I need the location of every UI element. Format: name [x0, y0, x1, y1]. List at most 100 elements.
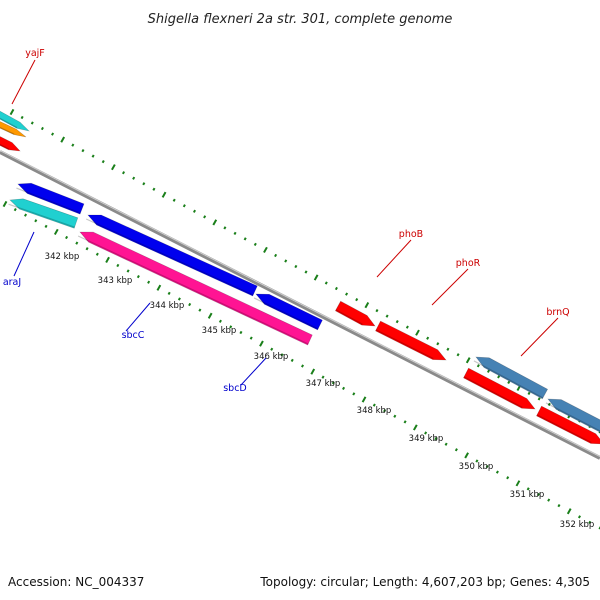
gene-label-leader: [125, 302, 151, 332]
inner-scale-tick: [331, 381, 335, 385]
outer-scale-tick: [345, 292, 349, 296]
inner-scale-tick: [403, 420, 407, 424]
inner-scale-tick: [290, 358, 294, 363]
outer-scale-tick: [91, 154, 95, 158]
outer-scale-tick: [415, 329, 420, 336]
inner-scale-tick: [24, 213, 28, 217]
kbp-label: 351 kbp: [510, 490, 545, 500]
outer-scale-tick: [486, 369, 490, 373]
outer-scale-tick: [152, 187, 156, 191]
gene-arrow-red-lower-1: [463, 367, 536, 410]
outer-scale-tick: [20, 115, 24, 120]
inner-scale-tick: [300, 364, 305, 368]
inner-scale-tick: [136, 274, 140, 279]
inner-scale-tick: [321, 375, 325, 379]
outer-scale-tick: [223, 226, 227, 230]
outer-scale-tick: [436, 342, 440, 346]
inner-scale-tick: [13, 207, 17, 212]
inner-scale-tick: [177, 297, 181, 301]
scale-ticks: [2, 108, 600, 530]
gene-features: [0, 110, 600, 445]
outer-scale-tick: [364, 301, 370, 309]
inner-scale-tick: [383, 409, 387, 413]
gene-arrow-phob-shade: [335, 309, 363, 325]
inner-scale-tick: [434, 436, 438, 441]
gene-label-phor: phoR: [456, 258, 481, 269]
inner-scale-tick: [239, 330, 243, 335]
gene-arrow-sbcd-shade: [253, 297, 319, 330]
inner-scale-tick: [105, 256, 110, 263]
kbp-label: 350 kbp: [459, 462, 494, 472]
gene-label-leader: [11, 59, 36, 105]
kbp-label: 343 kbp: [98, 276, 133, 286]
gene-label-leader: [376, 239, 412, 278]
gene-arrow-araj: [9, 198, 79, 229]
outer-scale-tick: [324, 281, 328, 285]
outer-scale-tick: [334, 286, 338, 291]
inner-scale-tick: [270, 347, 274, 351]
outer-scale-tick: [40, 126, 44, 131]
inner-scale-tick: [95, 252, 99, 256]
inner-scale-tick: [526, 487, 530, 491]
gene-arrow-yajf-shade: [0, 143, 10, 150]
gene-arrow-phob: [334, 300, 376, 327]
outer-scale-tick: [313, 274, 319, 281]
kbp-label: 346 kbp: [254, 352, 289, 362]
gene-arrow-phor: [375, 320, 447, 361]
gene-arrow-yajf: [0, 136, 21, 152]
inner-scale-tick: [126, 269, 130, 273]
inner-scale-tick: [2, 200, 8, 208]
outer-scale-tick: [172, 198, 176, 202]
kbp-scale-labels: 342 kbp 343 kbp 344 kbp 345 kbp 346 kbp 347 k…: [45, 252, 595, 530]
inner-scale-tick: [424, 431, 428, 435]
gene-arrow-red-lower-2-shade: [536, 414, 592, 444]
outer-scale-tick: [122, 171, 126, 175]
gene-label-leader: [431, 268, 469, 306]
inner-scale-tick: [577, 515, 581, 519]
outer-scale-tick: [203, 215, 207, 219]
gene-label-araj: araJ: [3, 277, 21, 288]
map-title: Shigella flexneri 2a str. 301, complete …: [148, 12, 453, 27]
gene-label-sbcd: sbcD: [223, 383, 247, 394]
outer-scale-tick: [405, 325, 409, 329]
accession-text: Accession: NC_004337: [8, 575, 144, 589]
outer-scale-tick: [355, 297, 359, 302]
gene-arrow-cyan-upper: [0, 110, 30, 132]
kbp-label: 348 kbp: [357, 406, 392, 416]
outer-scale-tick: [476, 364, 480, 368]
inner-scale-tick: [85, 247, 89, 251]
outer-scale-tick: [9, 108, 15, 116]
inner-scale-tick: [167, 291, 171, 296]
gene-arrow-steel-2-shade: [545, 402, 600, 432]
outer-scale-tick: [182, 204, 186, 208]
inner-scale-tick: [342, 386, 346, 390]
gene-label-leader: [13, 231, 35, 277]
outer-scale-tick: [304, 270, 308, 274]
kbp-label: 349 kbp: [409, 434, 444, 444]
inner-scale-tick: [53, 228, 59, 236]
genome-summary-text: Topology: circular; Length: 4,607,203 bp…: [259, 575, 590, 589]
outer-scale-tick: [456, 353, 460, 357]
gene-arrow-blue-small: [17, 182, 85, 215]
inner-scale-tick: [557, 504, 561, 508]
gene-label-phob: phoB: [399, 229, 423, 240]
outer-scale-tick: [161, 191, 167, 198]
inner-scale-tick: [229, 325, 233, 329]
inner-scale-tick: [506, 476, 510, 480]
inner-scale-tick: [218, 319, 222, 323]
outer-scale-tick: [263, 246, 268, 254]
inner-scale-tick: [147, 280, 151, 284]
kbp-label: 342 kbp: [45, 252, 80, 262]
inner-scale-tick: [588, 520, 592, 525]
inner-scale-tick: [444, 442, 448, 446]
outer-scale-tick: [192, 209, 196, 213]
outer-scale-tick: [212, 219, 218, 226]
gene-arrow-sbcd: [255, 293, 323, 331]
gene-arrow-sbcc: [87, 214, 258, 297]
outer-scale-tick: [446, 347, 450, 351]
backbone-line: [0, 150, 600, 460]
outer-scale-tick: [111, 164, 116, 171]
inner-scale-tick: [566, 508, 572, 515]
inner-scale-tick: [116, 263, 120, 268]
